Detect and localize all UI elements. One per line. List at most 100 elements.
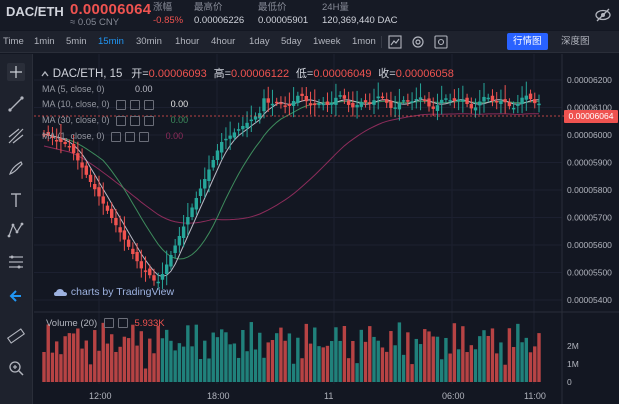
ma-3-visibility-icon[interactable]	[116, 115, 127, 126]
collapse-icon[interactable]	[40, 69, 50, 79]
volume-bar	[346, 358, 351, 382]
volume-legend[interactable]: Volume (20) 5.933K	[46, 318, 165, 329]
price-tick-label: 0.00005500	[567, 268, 612, 278]
text-tool-icon[interactable]	[6, 190, 26, 210]
tab-depth-chart[interactable]: 深度图	[561, 36, 590, 47]
candle-body	[469, 103, 474, 109]
ma-2-settings-icon[interactable]	[130, 99, 141, 110]
measure-icon[interactable]	[6, 252, 26, 272]
volume-tick-label: 0	[567, 377, 572, 387]
candle-body	[97, 187, 101, 197]
candle-body	[503, 99, 507, 103]
volume-bar	[478, 336, 482, 382]
interval-30min[interactable]: 30min	[136, 36, 162, 47]
volume-settings-icon[interactable]	[103, 318, 114, 329]
volume-bar	[444, 337, 448, 382]
candle-body	[363, 100, 368, 103]
ma-legend-1[interactable]: MA (5, close, 0) 0.00	[42, 84, 153, 94]
ma-4-settings-icon[interactable]	[125, 131, 136, 142]
trend-line-icon[interactable]	[6, 94, 26, 114]
volume-value: 5.933K	[134, 318, 165, 329]
interval-5day[interactable]: 5day	[281, 36, 302, 47]
ma-3-settings-icon[interactable]	[130, 115, 141, 126]
interval-1hour[interactable]: 1hour	[175, 36, 200, 47]
candle-body	[313, 103, 317, 106]
candle-body	[54, 140, 59, 142]
ma-2-close-icon[interactable]	[144, 99, 155, 110]
arrow-left-icon[interactable]	[6, 286, 26, 306]
last-price: 0.00006064	[70, 1, 152, 18]
stat-low-label: 最低价	[258, 2, 287, 13]
volume-bar	[207, 358, 211, 382]
volume-bar	[300, 358, 304, 382]
price-tick-label: 0.00005400	[567, 295, 612, 305]
settings-icon[interactable]	[410, 34, 426, 50]
candle-body	[452, 98, 457, 101]
candle-body	[287, 104, 292, 106]
candle-body	[126, 239, 131, 247]
interval-1week[interactable]: 1week	[313, 36, 341, 47]
interval-1day[interactable]: 1day	[249, 36, 270, 47]
ma-3-label: MA (30, close, 0)	[42, 115, 110, 125]
volume-tick-label: 1M	[567, 359, 579, 369]
ma-4-label: MA (1, close, 0)	[42, 131, 105, 141]
volume-bar	[258, 332, 262, 382]
zoom-in-icon[interactable]	[6, 358, 26, 378]
indicators-icon[interactable]	[433, 34, 449, 50]
tab-market-chart[interactable]: 行情图	[507, 33, 548, 50]
volume-bar	[406, 332, 410, 382]
ma-4-visibility-icon[interactable]	[111, 131, 122, 142]
ma-legend-3[interactable]: MA (30, close, 0) 0.00	[42, 115, 188, 126]
volume-bar	[241, 329, 245, 382]
pattern-icon[interactable]	[6, 220, 26, 240]
volume-bar	[439, 359, 444, 382]
volume-bar	[59, 354, 63, 382]
volume-bar	[84, 340, 89, 382]
stat-volume-label: 24H量	[322, 2, 349, 13]
candle-body	[219, 142, 224, 153]
chart-type-icon[interactable]	[387, 34, 403, 50]
candle-body	[321, 103, 325, 106]
interval-time[interactable]: Time	[3, 36, 24, 47]
interval-1min[interactable]: 1min	[34, 36, 55, 47]
chart-area[interactable]: 0.00006200 0.00006100 0.00006000 0.00005900…	[34, 54, 619, 404]
volume-bar	[236, 357, 241, 382]
ma-3-close-icon[interactable]	[144, 115, 155, 126]
fib-tool-icon[interactable]	[6, 126, 26, 146]
interval-1mon[interactable]: 1mon	[352, 36, 376, 47]
volume-bar	[279, 327, 283, 382]
candle-body	[435, 105, 440, 111]
eye-off-icon[interactable]	[594, 6, 612, 24]
chart-canvas[interactable]: 0.00006200 0.00006100 0.00006000 0.00005900…	[34, 54, 619, 404]
volume-bar	[139, 331, 144, 382]
candle-body	[245, 122, 249, 128]
candle-body	[418, 97, 423, 100]
volume-bar	[245, 351, 249, 382]
volume-bar	[342, 326, 347, 382]
interval-15min[interactable]: 15min	[98, 36, 124, 47]
ma-legend-4[interactable]: MA (1, close, 0) 0.00	[42, 131, 183, 142]
volume-bar	[389, 331, 393, 382]
price-tick-label: 0.00005600	[567, 240, 612, 250]
brush-icon[interactable]	[6, 158, 26, 178]
volume-bar	[122, 336, 127, 382]
stat-volume-value: 120,369,440 DAC	[322, 15, 398, 26]
tradingview-watermark[interactable]: charts by TradingView	[54, 286, 174, 298]
interval-4hour[interactable]: 4hour	[211, 36, 236, 47]
stat-change-label: 涨幅	[153, 2, 173, 13]
candle-body	[308, 103, 313, 106]
interval-5min[interactable]: 5min	[66, 36, 87, 47]
candle-body	[524, 95, 529, 100]
volume-bar	[452, 323, 457, 382]
ruler-icon[interactable]	[6, 326, 26, 346]
crosshair-icon[interactable]	[6, 62, 26, 82]
ma-2-visibility-icon[interactable]	[116, 99, 127, 110]
ma-4-close-icon[interactable]	[139, 131, 150, 142]
ma-legend-2[interactable]: MA (10, close, 0) 0.00	[42, 99, 188, 110]
volume-close-icon[interactable]	[117, 318, 128, 329]
candle-body	[342, 95, 347, 99]
volume-bar	[296, 337, 300, 382]
volume-bar	[431, 336, 435, 382]
candle-body	[228, 135, 232, 139]
volume-bar	[114, 351, 118, 382]
